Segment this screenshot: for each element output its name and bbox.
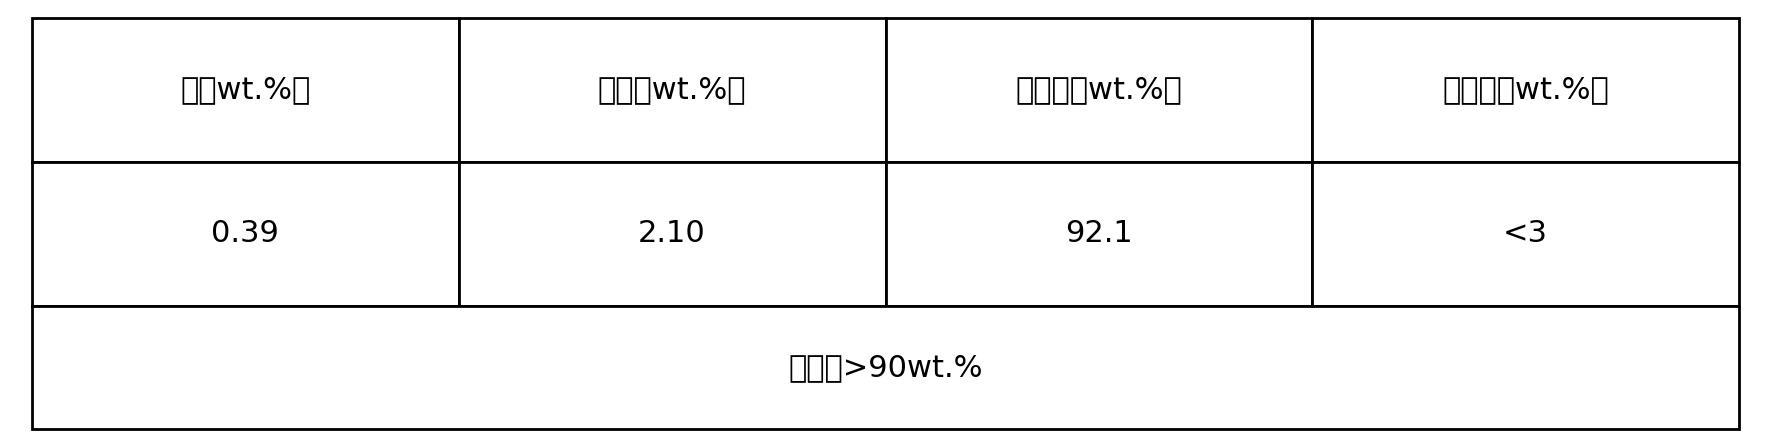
Bar xyxy=(459,162,886,306)
Bar xyxy=(886,18,1312,162)
Text: 重芳烃（wt.%）: 重芳烃（wt.%） xyxy=(1442,75,1610,104)
Bar xyxy=(32,18,459,162)
Text: 二甲苯>90wt.%: 二甲苯>90wt.% xyxy=(788,353,983,382)
Text: 2.10: 2.10 xyxy=(638,219,707,248)
Bar xyxy=(32,162,459,306)
Text: 苯（wt.%）: 苯（wt.%） xyxy=(181,75,310,104)
Bar xyxy=(1312,162,1739,306)
Text: 92.1: 92.1 xyxy=(1064,219,1133,248)
Bar xyxy=(886,162,1312,306)
Bar xyxy=(1312,18,1739,162)
Text: 0.39: 0.39 xyxy=(211,219,280,248)
Bar xyxy=(459,18,886,162)
Bar xyxy=(32,306,1739,429)
Text: 甲苯（wt.%）: 甲苯（wt.%） xyxy=(599,75,746,104)
Text: <3: <3 xyxy=(1504,219,1548,248)
Text: 二甲苯（wt.%）: 二甲苯（wt.%） xyxy=(1015,75,1183,104)
